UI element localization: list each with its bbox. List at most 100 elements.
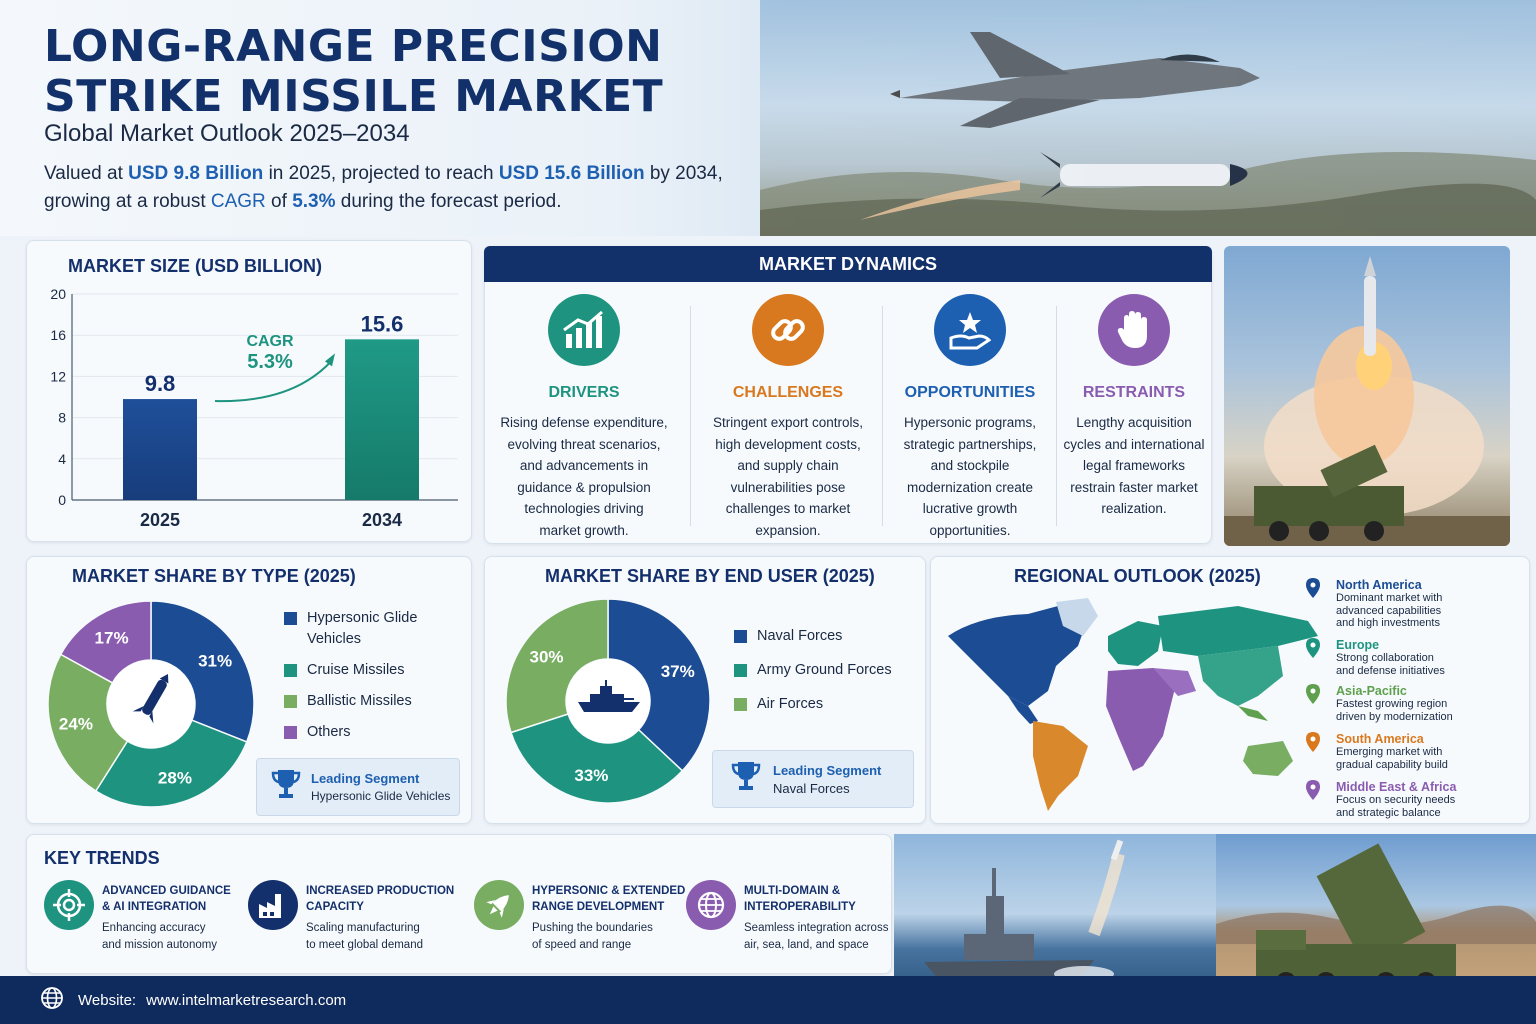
- trend-desc: Pushing the boundaries of speed and range: [532, 920, 702, 953]
- stop-hand-icon: [1098, 294, 1170, 366]
- warship-launch-photo: [894, 834, 1216, 994]
- desc-line: to meet global demand: [306, 938, 423, 951]
- y-tick-label: 12: [50, 368, 66, 384]
- challenges-heading: CHALLENGES: [732, 384, 844, 401]
- summary-part: in 2025, projected to reach: [263, 163, 499, 184]
- legend-text: Vehicles: [307, 631, 362, 647]
- legend-label: Army Ground Forces: [757, 662, 892, 678]
- cagr-value: 5.3%: [247, 351, 293, 373]
- y-tick-label: 8: [58, 410, 66, 426]
- region-desc: Focus on security needs and strategic bal…: [1336, 794, 1516, 819]
- y-tick-label: 4: [58, 451, 66, 467]
- summary-part: growing at a robust: [44, 191, 211, 212]
- summary-part: Valued at: [44, 163, 129, 184]
- y-tick-label: 16: [50, 327, 66, 343]
- type-share-title: MARKET SHARE BY TYPE (2025): [72, 566, 356, 586]
- legend-text: Hypersonic Glide: [307, 610, 418, 626]
- bar-2025: [123, 399, 197, 500]
- type-share-donut: 31% 28% 24% 17%: [47, 600, 255, 808]
- factory-icon: [248, 880, 298, 930]
- trend-desc: Enhancing accuracy and mission autonomy: [102, 920, 272, 953]
- desc-line: Pushing the boundaries: [532, 922, 653, 934]
- legend-swatch: [734, 698, 747, 711]
- value-2025: USD 9.8 Billion: [128, 163, 264, 184]
- trend-desc: Seamless integration across air, sea, lan…: [744, 920, 914, 953]
- desc-line: of speed and range: [532, 938, 632, 951]
- trend-title: ADVANCED GUIDANCE & AI INTEGRATION: [102, 884, 262, 915]
- y-tick-label: 0: [58, 492, 66, 508]
- text-line: cycles and international: [1063, 436, 1205, 452]
- summary-text: Valued at USD 9.8 Billion in 2025, proje…: [44, 160, 764, 216]
- bar-value-label: 15.6: [361, 311, 404, 336]
- y-tick-label: 20: [50, 286, 66, 302]
- dynamics-challenges: CHALLENGES Stringent export controls, hig…: [698, 290, 878, 541]
- restraints-text: Lengthy acquisition cycles and internatio…: [1044, 412, 1224, 520]
- region-name: Middle East & Africa: [1336, 780, 1457, 794]
- text-line: high development costs,: [715, 436, 861, 452]
- dynamics-drivers: DRIVERS Rising defense expenditure, evolv…: [494, 290, 674, 541]
- legend-air: Air Forces: [734, 694, 823, 715]
- market-dynamics-card: [484, 246, 1212, 544]
- end-user-share-title: MARKET SHARE BY END USER (2025): [545, 566, 875, 586]
- region-north-america: North America Dominant market with advanc…: [1306, 578, 1516, 630]
- x-tick-label: 2034: [362, 510, 402, 530]
- text-line: and supply chain: [737, 458, 839, 473]
- title-line-1: LONG-RANGE PRECISION: [44, 21, 663, 72]
- desc-line: advanced capabilities: [1336, 604, 1442, 617]
- location-pin-icon: [1306, 578, 1320, 598]
- slice-label: 30%: [529, 647, 563, 666]
- slice-label: 37%: [661, 662, 695, 681]
- desc-line: and mission autonomy: [102, 938, 218, 951]
- slice-label: 17%: [95, 628, 129, 647]
- market-size-title: MARKET SIZE (USD BILLION): [68, 256, 322, 276]
- location-pin-icon: [1306, 780, 1320, 800]
- leading-value: Hypersonic Glide Vehicles: [311, 789, 451, 803]
- title-line: INTEROPERABILITY: [744, 900, 856, 913]
- region-name: Asia-Pacific: [1336, 684, 1407, 698]
- region-europe: Europe Strong collaboration and defense i…: [1306, 638, 1516, 677]
- x-tick-label: 2025: [140, 510, 180, 530]
- bar-value-label: 9.8: [145, 371, 176, 396]
- text-line: and stockpile: [930, 458, 1010, 473]
- trend-desc: Scaling manufacturing to meet global dema…: [306, 920, 476, 953]
- legend-swatch: [284, 612, 297, 625]
- legend-hypersonic: Hypersonic Glide Vehicles: [284, 608, 417, 650]
- legend-label: Naval Forces: [757, 628, 843, 644]
- desc-line: gradual capability build: [1336, 758, 1448, 771]
- trend-title: MULTI-DOMAIN & INTEROPERABILITY: [744, 884, 904, 915]
- value-2034: USD 15.6 Billion: [498, 163, 645, 184]
- desc-line: and defense initiatives: [1336, 664, 1445, 677]
- rocket-icon: [474, 880, 524, 930]
- launcher-truck-photo: [1216, 834, 1536, 994]
- desc-line: driven by modernization: [1336, 710, 1453, 723]
- text-line: and advancements in: [519, 458, 649, 473]
- text-line: Lengthy acquisition: [1076, 415, 1192, 430]
- slice-label: 28%: [158, 769, 192, 788]
- region-middle-east-africa: Middle East & Africa Focus on security n…: [1306, 780, 1516, 819]
- legend-label: Ballistic Missiles: [307, 693, 412, 709]
- desc-line: Scaling manufacturing: [306, 922, 420, 934]
- footer-bar: Website: www.intelmarketresearch.com: [0, 976, 1536, 1024]
- regional-outlook-title: REGIONAL OUTLOOK (2025): [1014, 566, 1261, 586]
- divider: [1056, 306, 1057, 526]
- slice-label: 31%: [198, 651, 232, 670]
- location-pin-icon: [1306, 638, 1320, 658]
- type-leading-segment: Leading Segment Hypersonic Glide Vehicle…: [256, 758, 460, 816]
- website-link[interactable]: www.intelmarketresearch.com: [146, 991, 347, 1009]
- footer-label: Website:: [78, 991, 137, 1009]
- title-line: CAPACITY: [306, 900, 364, 913]
- title-line: & AI INTEGRATION: [102, 900, 207, 913]
- desc-line: and high investments: [1336, 617, 1440, 629]
- cagr-word: CAGR: [210, 191, 266, 212]
- desc-line: and strategic balance: [1336, 806, 1441, 819]
- cagr-arrowhead: [325, 353, 335, 367]
- title-line: RANGE DEVELOPMENT: [532, 900, 665, 913]
- region-name: Europe: [1336, 638, 1380, 652]
- divider: [690, 306, 691, 526]
- text-line: expansion.: [755, 522, 821, 538]
- region-desc: Dominant market with advanced capabilitie…: [1336, 592, 1516, 630]
- desc-line: air, sea, land, and space: [744, 938, 869, 951]
- leading-value: Naval Forces: [773, 780, 850, 796]
- region-desc: Fastest growing region driven by moderniz…: [1336, 698, 1516, 723]
